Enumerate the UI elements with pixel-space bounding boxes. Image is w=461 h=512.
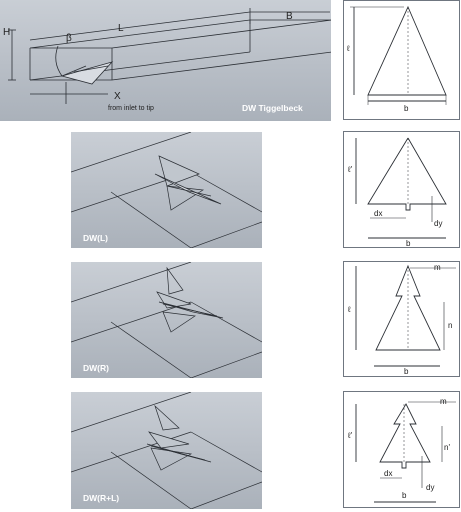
dim-beta-label: β	[66, 33, 72, 44]
sv3-n-label: n	[448, 321, 453, 330]
sv4-dy-label: dy	[426, 483, 435, 492]
triangle-plain	[350, 5, 447, 105]
main-panel-title: DW Tiggelbeck	[242, 103, 303, 113]
sv2-dx-label: dx	[374, 209, 383, 218]
sv1-b-label: b	[404, 104, 409, 113]
dw-rl-title: DW(R+L)	[83, 493, 120, 503]
dw-r-drawing	[71, 262, 262, 378]
dim-x-label: X	[114, 91, 121, 102]
dw-l-title: DW(L)	[83, 233, 109, 243]
sv3-m-label: m	[434, 263, 441, 272]
sv1-l-label: ℓ	[347, 44, 350, 53]
sv4-n-label: n'	[444, 443, 450, 452]
dim-l-label: L	[118, 23, 124, 34]
triangle-m-n	[355, 264, 456, 367]
sv3-l-label: ℓ	[348, 305, 351, 314]
sv3-b-label: b	[404, 367, 409, 376]
dw-rl-panel: DW(R+L)	[71, 392, 262, 509]
dim-h-label: H	[3, 27, 11, 38]
sv4-l-label: ℓ'	[348, 431, 353, 440]
main-iso-panel: H β L B X from inlet to tip DW Tiggelbec…	[0, 0, 331, 121]
sv2-b-label: b	[406, 239, 411, 248]
sv4-m-label: m	[440, 397, 447, 406]
dw-r-title: DW(R)	[83, 363, 109, 373]
side-view-3: ℓ m n b	[343, 261, 460, 377]
dw-r-panel: DW(R)	[71, 262, 262, 378]
channel-drawing	[8, 8, 331, 104]
side-view-2: ℓ' dx dy b	[343, 131, 460, 248]
triangle-m-n-dx-dy	[355, 401, 456, 503]
side-view-1: ℓ b	[343, 0, 460, 120]
dw-l-drawing	[71, 132, 262, 248]
sv4-dx-label: dx	[384, 469, 393, 478]
triangle-dx-dy	[355, 137, 447, 239]
dim-x-caption: from inlet to tip	[108, 105, 154, 112]
sv2-dy-label: dy	[434, 219, 443, 228]
sv2-l-label: ℓ'	[348, 165, 353, 174]
side-view-4: ℓ' m n' dx dy b	[343, 391, 460, 508]
dw-rl-drawing	[71, 392, 262, 509]
sv4-b-label: b	[402, 491, 407, 500]
dw-l-panel: DW(L)	[71, 132, 262, 248]
dim-b-label: B	[286, 11, 293, 22]
